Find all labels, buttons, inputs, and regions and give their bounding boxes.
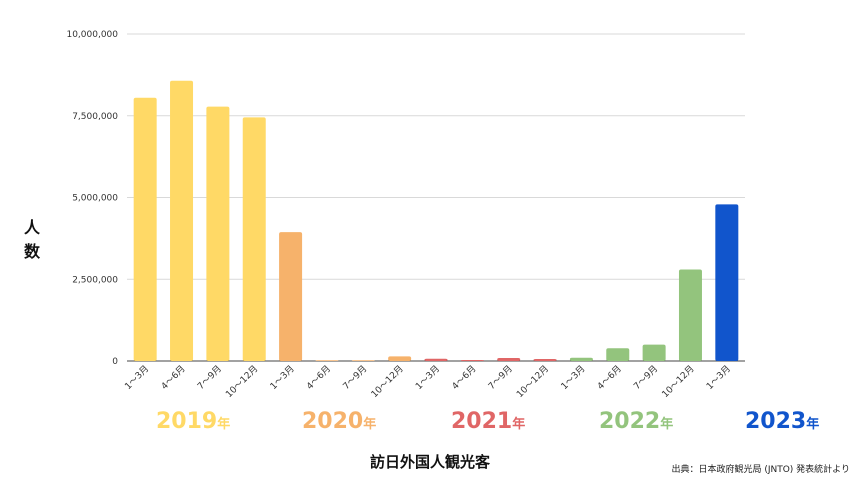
bar bbox=[424, 358, 448, 361]
x-tick-label: 10～12月 bbox=[514, 363, 551, 400]
y-tick-label: 7,500,000 bbox=[72, 112, 118, 122]
x-tick-label: 4～6月 bbox=[304, 363, 333, 392]
bar bbox=[606, 348, 630, 361]
year-number: 2020 bbox=[302, 409, 364, 434]
year-suffix: 年 bbox=[363, 417, 377, 432]
x-tick-label: 7～9月 bbox=[341, 363, 370, 392]
year-number: 2019 bbox=[156, 409, 218, 434]
x-tick-label: 7～9月 bbox=[632, 363, 661, 392]
year-number: 2021 bbox=[451, 409, 513, 434]
bar bbox=[242, 117, 266, 361]
year-suffix: 年 bbox=[217, 417, 231, 432]
bar bbox=[642, 344, 666, 361]
x-tick-label: 4～6月 bbox=[159, 363, 188, 392]
x-tick-label: 10～12月 bbox=[369, 363, 406, 400]
year-number: 2023 bbox=[745, 409, 807, 434]
bar bbox=[388, 356, 412, 361]
x-tick-label: 10～12月 bbox=[224, 363, 261, 400]
y-axis-label: 人数 bbox=[23, 218, 40, 261]
x-axis-label: 訪日外国人観光客 bbox=[369, 453, 490, 471]
bar bbox=[715, 204, 739, 361]
y-tick-label: 2,500,000 bbox=[72, 275, 118, 285]
bar bbox=[133, 97, 157, 361]
x-tick-label: 7～9月 bbox=[486, 363, 515, 392]
year-label-2022: 2022年 bbox=[599, 409, 673, 434]
x-tick-label: 1～3月 bbox=[704, 363, 733, 392]
bar bbox=[497, 358, 521, 361]
bar bbox=[351, 360, 375, 361]
x-tick-label: 10～12月 bbox=[660, 363, 697, 400]
x-tick-label: 1～3月 bbox=[559, 363, 588, 392]
y-tick-label: 10,000,000 bbox=[66, 30, 118, 40]
year-suffix: 年 bbox=[806, 417, 820, 432]
year-suffix: 年 bbox=[512, 417, 526, 432]
source-note: 出典：日本政府観光局 (JNTO) 発表統計より bbox=[671, 465, 850, 475]
y-tick-label: 0 bbox=[112, 357, 118, 367]
bar bbox=[315, 360, 339, 361]
x-tick-label: 7～9月 bbox=[195, 363, 224, 392]
year-label-2020: 2020年 bbox=[302, 409, 376, 434]
x-tick-label: 1～3月 bbox=[268, 363, 297, 392]
x-tick-label: 4～6月 bbox=[595, 363, 624, 392]
x-axis-ticks: 1～3月 4～6月 7～9月 10～12月 1～3月 4～6月 7～9月 10～12月 1～3月… bbox=[123, 363, 733, 400]
x-tick-label: 1～3月 bbox=[414, 363, 443, 392]
bar bbox=[460, 360, 484, 361]
bar bbox=[569, 357, 593, 361]
bar bbox=[279, 232, 303, 361]
x-tick-label: 4～6月 bbox=[450, 363, 479, 392]
bars bbox=[133, 80, 739, 362]
grid bbox=[127, 33, 745, 362]
year-label-2021: 2021年 bbox=[451, 409, 525, 434]
year-number: 2022 bbox=[599, 409, 661, 434]
bar bbox=[206, 106, 230, 362]
y-axis-ticks: 0 2,500,000 5,000,000 7,500,000 10,000,000 bbox=[66, 30, 118, 367]
y-tick-label: 5,000,000 bbox=[72, 194, 118, 204]
year-label-2019: 2019年 bbox=[156, 409, 230, 434]
year-label-2023: 2023年 bbox=[745, 409, 819, 434]
x-tick-label: 1～3月 bbox=[123, 363, 152, 392]
bar bbox=[533, 359, 557, 361]
year-suffix: 年 bbox=[660, 417, 674, 432]
bar bbox=[170, 80, 194, 362]
bar bbox=[678, 269, 702, 361]
